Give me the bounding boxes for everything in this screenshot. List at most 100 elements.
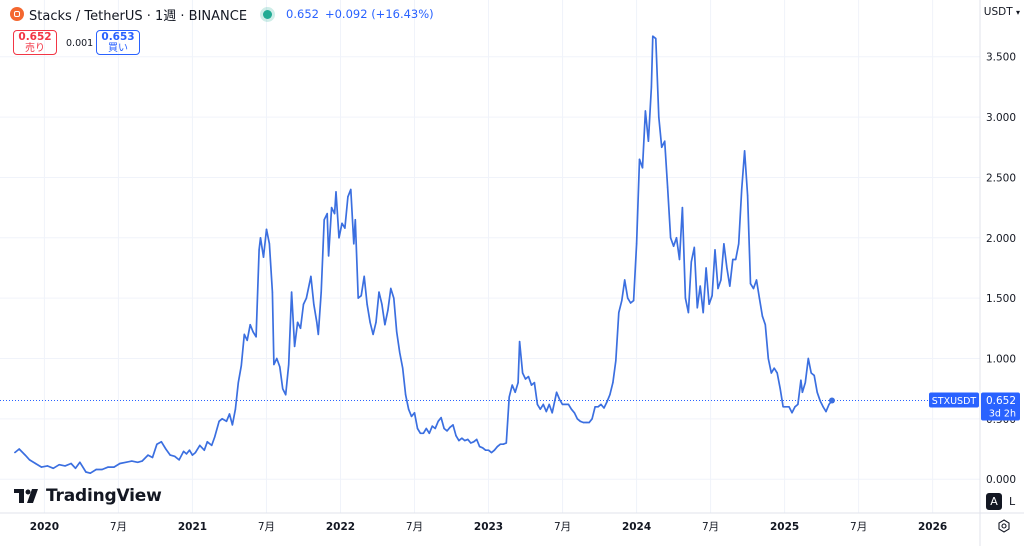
price-point	[246, 339, 248, 342]
price-point	[527, 375, 530, 378]
price-point	[650, 86, 653, 88]
currency-selector[interactable]: USDT ▾	[984, 6, 1020, 18]
x-tick-label: 2026	[918, 521, 947, 533]
price-point	[259, 237, 262, 239]
price-point	[612, 381, 614, 384]
settings-icon[interactable]	[997, 519, 1011, 533]
price-point	[326, 212, 328, 215]
price-point	[773, 367, 775, 369]
price-point	[493, 449, 496, 451]
y-tick-label: 1.500	[986, 293, 1016, 305]
tradingview-logo[interactable]: TradingView	[14, 486, 162, 506]
price-point	[211, 444, 213, 447]
price-point	[237, 381, 239, 384]
price-point	[279, 366, 281, 368]
x-tick-label: 7月	[406, 521, 423, 533]
price-point	[822, 406, 824, 408]
price-point	[708, 303, 710, 305]
sell-button[interactable]: 0.652 売り	[13, 30, 57, 55]
price-point	[788, 406, 790, 408]
price-point	[240, 365, 242, 367]
price-point	[705, 267, 707, 269]
price-point	[487, 449, 490, 451]
price-point	[752, 287, 755, 290]
price-point	[785, 406, 787, 408]
price-point	[714, 249, 716, 251]
price-point	[464, 439, 466, 442]
price-point	[597, 406, 599, 408]
price-point	[375, 321, 377, 323]
price-point	[302, 303, 305, 305]
price-point	[273, 363, 275, 366]
price-point	[437, 420, 439, 422]
price-point	[807, 357, 809, 360]
price-point	[74, 467, 77, 469]
price-point	[545, 410, 547, 413]
price-point	[588, 421, 590, 424]
price-point	[369, 321, 371, 323]
price-point	[402, 367, 404, 369]
price-point	[243, 333, 245, 336]
price-line	[14, 35, 833, 475]
price-point	[310, 275, 312, 278]
log-scale-button[interactable]: L	[1009, 495, 1016, 508]
price-point	[524, 378, 527, 380]
time-axis[interactable]: 2020 7月 2021 7月 2022 7月 2023 7月 2024 7月 2025 7月 2026	[0, 512, 1024, 533]
price-point	[404, 394, 407, 396]
price-point	[320, 291, 322, 293]
x-tick-label: 7月	[258, 521, 275, 533]
price-point	[738, 243, 740, 245]
price-point	[551, 412, 553, 414]
price-point	[188, 449, 191, 451]
price-point	[366, 303, 368, 305]
price-point	[767, 357, 769, 360]
price-point	[344, 227, 346, 229]
x-tick-label: 7月	[554, 521, 571, 533]
price-point	[18, 448, 20, 450]
price-point	[396, 331, 398, 333]
price-point	[119, 462, 121, 465]
price-point	[194, 451, 197, 454]
price-point	[107, 466, 109, 468]
price-point	[618, 311, 620, 314]
symbol-badge	[929, 392, 979, 408]
price-point	[652, 35, 654, 37]
last-price-dot	[828, 397, 835, 404]
price-point	[573, 412, 576, 414]
price-point	[249, 324, 251, 326]
price-point	[203, 449, 205, 451]
price-point	[606, 401, 608, 403]
buy-button[interactable]: 0.653 買い	[96, 30, 140, 55]
price-point	[791, 412, 793, 414]
symbol-title[interactable]: Stacks / TetherUS · 1週 · BINANCE	[29, 8, 248, 24]
price-point	[539, 408, 541, 410]
price-point	[160, 441, 163, 443]
tradingview-logo-icon	[14, 489, 38, 503]
price-point	[333, 212, 336, 215]
x-tick-label: 2023	[474, 521, 503, 533]
price-point	[407, 408, 410, 410]
sell-label: 売り	[25, 43, 45, 54]
price-series	[14, 35, 835, 475]
price-point	[335, 191, 337, 193]
price-point	[726, 267, 728, 269]
price-point	[684, 297, 687, 299]
price-point	[711, 295, 713, 297]
price-point	[206, 441, 208, 443]
auto-scale-button[interactable]: A	[986, 493, 1002, 510]
spread-value: 0.001	[66, 38, 94, 49]
price-point	[675, 237, 678, 239]
price-point	[530, 384, 533, 386]
price-point	[425, 427, 427, 430]
price-point	[252, 331, 254, 333]
price-badge-value: 0.652	[986, 395, 1016, 407]
price-point	[770, 372, 772, 374]
price-point	[350, 188, 352, 191]
price-point	[234, 408, 237, 410]
price-point	[387, 309, 389, 311]
price-point	[467, 438, 469, 441]
price-point	[285, 394, 287, 396]
price-point	[390, 287, 392, 290]
